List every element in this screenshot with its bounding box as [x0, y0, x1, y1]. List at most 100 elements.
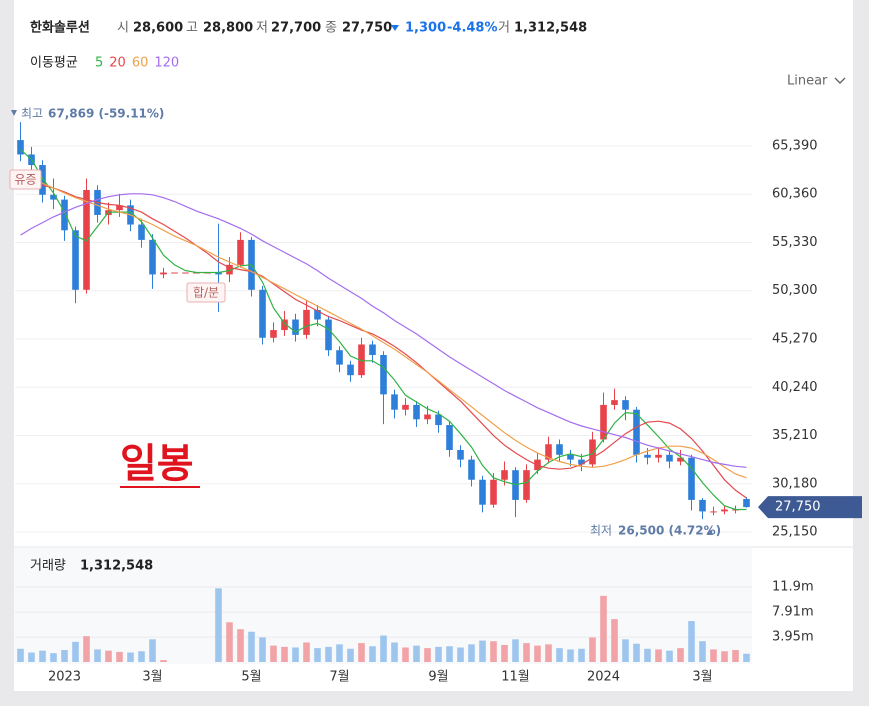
low-label: 저 [256, 21, 268, 36]
y-tick-label: 60,360 [772, 187, 818, 202]
legend-entry: 120 [154, 56, 179, 71]
volume-bar [28, 652, 35, 662]
volume-label: 거 [498, 21, 510, 36]
volume-bar [380, 635, 387, 662]
volume-bar [61, 650, 68, 662]
y-tick-label: 7.91m [772, 605, 814, 620]
candle-body [523, 470, 530, 500]
close-label: 종 [325, 21, 337, 36]
candle-body [270, 330, 277, 338]
high-label: 고 [186, 21, 198, 36]
candle-body [149, 239, 156, 275]
x-tick-label: 2024 [587, 670, 620, 685]
volume-bar [457, 647, 464, 662]
volume-bar [237, 629, 244, 662]
x-tick-label: 11월 [501, 670, 530, 685]
volume-bar [545, 644, 552, 662]
y-tick-label: 65,390 [772, 138, 818, 153]
volume-bar [369, 646, 376, 662]
candle-body [116, 205, 123, 211]
moving-average [20, 179, 747, 499]
candle-body [50, 194, 57, 200]
low: 27,700 [271, 21, 321, 36]
candle-body [545, 444, 552, 460]
candle-body [468, 459, 475, 480]
candle-body [633, 409, 640, 455]
volume-bar [160, 660, 167, 662]
max-prefix: 최고 [21, 107, 43, 121]
candle-body [589, 439, 596, 465]
max-marker [11, 110, 17, 116]
candle-body [622, 400, 629, 410]
candle-body [160, 272, 167, 275]
volume-bar [490, 641, 497, 662]
x-tick-label: 9월 [428, 670, 448, 685]
volume-bar [666, 650, 673, 662]
candle-body [655, 454, 662, 458]
min-marker [707, 529, 713, 535]
candle-body [666, 454, 673, 462]
volume-bar [413, 645, 420, 662]
volume-bar [149, 639, 156, 662]
candle-body [699, 499, 706, 512]
volume-bar [644, 648, 651, 662]
moving-average [20, 193, 747, 468]
candle-body [479, 479, 486, 505]
candle-body [446, 425, 453, 451]
candle-body [226, 264, 233, 275]
volume-bar [292, 647, 299, 662]
down-arrow [391, 25, 399, 31]
close: 27,750 [342, 21, 392, 36]
volume-title: 거래량 [30, 559, 66, 574]
volume: 1,312,548 [514, 21, 587, 36]
volume-bar [556, 648, 563, 662]
candle-body [578, 459, 585, 465]
candle-body [215, 272, 222, 275]
volume-bar [512, 639, 519, 662]
volume-bar [94, 649, 101, 662]
candle-body [600, 404, 607, 440]
volume-bar [743, 653, 750, 662]
candle-body [644, 454, 651, 458]
volume-bar [633, 643, 640, 662]
volume-bar [424, 648, 431, 662]
candle-body [369, 344, 376, 356]
volume-bar [303, 642, 310, 662]
volume-bar [468, 644, 475, 662]
volume-bar [578, 648, 585, 662]
y-tick-label: 11.9m [772, 580, 814, 595]
candle-body [710, 511, 717, 513]
volume-bar [358, 643, 365, 662]
volume-bar [17, 648, 24, 662]
volume-bar [611, 619, 618, 662]
volume-bar [127, 652, 134, 662]
volume-bar [226, 622, 233, 662]
candle-body [39, 165, 46, 195]
candle-body [303, 309, 310, 335]
event-box [186, 282, 226, 303]
event-box [9, 169, 42, 190]
volume-bar [325, 646, 332, 662]
volume-bar [446, 646, 453, 662]
y-tick-label: 35,210 [772, 428, 818, 443]
volume-bar [721, 651, 728, 662]
min-label: 26,500 (4.72%) [618, 524, 721, 538]
candle-body [182, 272, 189, 274]
high: 28,800 [203, 21, 253, 36]
volume-bar [259, 637, 266, 662]
volume-bar [336, 644, 343, 662]
candle-body [391, 394, 398, 410]
scale-mode[interactable]: Linear [787, 74, 828, 89]
candle-body [567, 454, 574, 460]
x-tick-label: 3월 [142, 670, 162, 685]
candle-body [457, 450, 464, 460]
volume-bar [347, 648, 354, 662]
volume-bar [501, 644, 508, 662]
volume-bar [622, 639, 629, 662]
y-tick-label: 30,180 [772, 476, 818, 491]
volume-bar [116, 651, 123, 662]
chevron[interactable] [834, 77, 846, 84]
y-tick-label: 25,150 [772, 525, 818, 540]
